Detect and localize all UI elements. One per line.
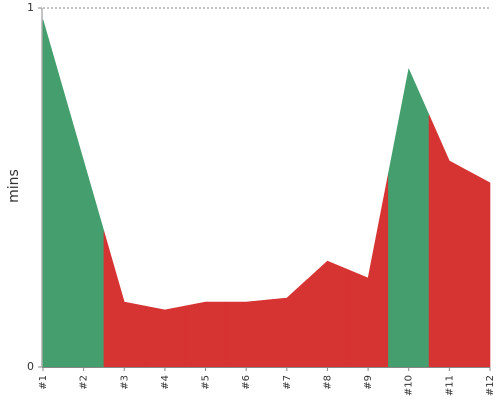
x-tick-label: #11 <box>444 375 455 396</box>
area-segment <box>347 173 389 368</box>
x-tick-label: #1 <box>38 375 49 390</box>
y-tick-label: 1 <box>27 1 34 14</box>
x-tick-label: #2 <box>79 375 90 390</box>
area-segment <box>266 278 308 368</box>
area-segment <box>42 19 64 368</box>
x-tick-label: #3 <box>119 375 130 390</box>
x-tick-label: #4 <box>160 375 171 390</box>
area-segment <box>63 90 105 368</box>
area-segment <box>388 68 430 368</box>
x-tick-label: #12 <box>485 375 496 396</box>
area-segment <box>306 260 349 368</box>
y-tick-label: 0 <box>27 360 34 373</box>
x-tick-label: #7 <box>282 375 293 390</box>
x-tick-label: #9 <box>363 375 374 390</box>
y-axis-label: mins <box>6 169 22 203</box>
area-segment <box>225 299 267 368</box>
area-segment <box>428 114 470 368</box>
area-segment <box>184 301 227 368</box>
x-tick-label: #5 <box>201 375 212 390</box>
area-segment <box>144 305 186 368</box>
area-segment <box>103 231 145 368</box>
x-tick-label: #10 <box>404 375 415 396</box>
area-segment <box>469 171 491 368</box>
x-tick-label: #8 <box>322 375 333 390</box>
x-tick-label: #6 <box>241 375 252 390</box>
